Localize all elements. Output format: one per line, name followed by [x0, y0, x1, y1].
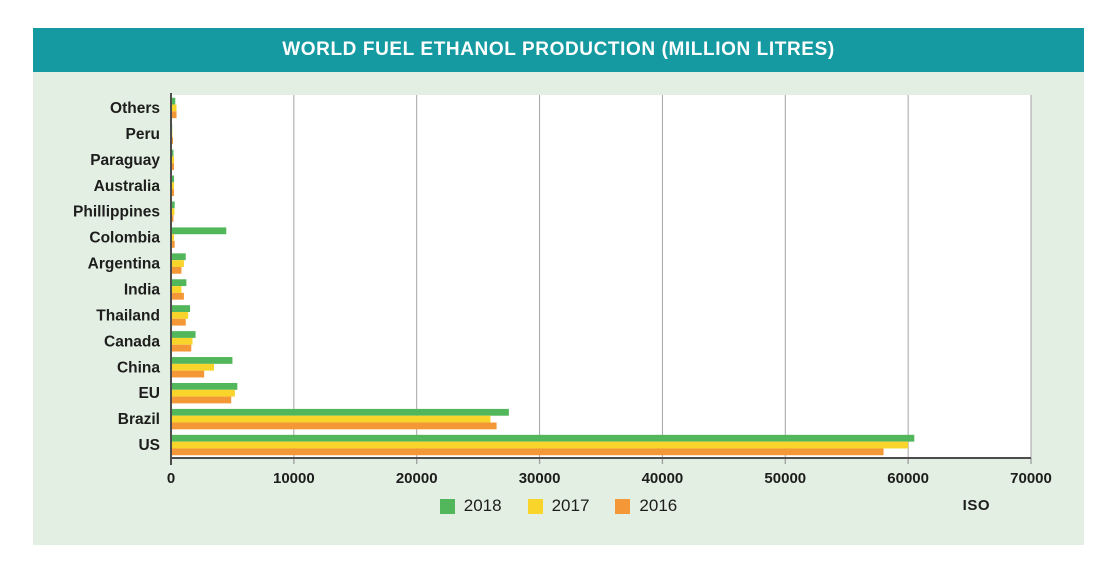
bar-2016-argentina — [171, 266, 182, 274]
bar-2018-paraguay — [171, 149, 174, 157]
x-tick-label: 0 — [167, 470, 175, 487]
bar-2018-canada — [171, 331, 196, 338]
bar-chart: 0 10000 20000 30000 40000 50000 60000 70000 Othe… — [73, 93, 1052, 487]
bar-2016-paraguay — [171, 163, 175, 171]
bar-2017-us — [171, 441, 909, 449]
bar-2016-others — [171, 111, 177, 119]
chart-title-bar: WORLD FUEL ETHANOL PRODUCTION (MILLION L… — [33, 28, 1084, 72]
y-category-label: Canada — [104, 333, 160, 350]
bar-2016-india — [171, 292, 184, 300]
bar-2018-brazil — [171, 408, 509, 416]
bar-2017-australia — [171, 182, 175, 190]
bar-2016-thailand — [171, 318, 186, 326]
bar-2017-colombia — [171, 234, 175, 242]
bar-2017-thailand — [171, 311, 189, 319]
bar-2018-china — [171, 357, 233, 364]
bar-2018-phillippines — [171, 201, 175, 209]
y-category-label: Peru — [126, 126, 160, 143]
bar-2017-china — [171, 363, 214, 371]
bar-2018-us — [171, 434, 915, 442]
x-tick-label: 50000 — [764, 470, 806, 487]
y-category-label: Australia — [94, 178, 161, 195]
y-category-label: EU — [138, 385, 160, 402]
y-category-label: Phillippines — [73, 204, 160, 221]
bar-2017-canada — [171, 337, 193, 345]
y-category-label: India — [124, 281, 161, 298]
y-category-label: Colombia — [89, 230, 160, 247]
x-tick-label: 40000 — [642, 470, 684, 487]
x-tick-label: 20000 — [396, 470, 438, 487]
bar-2018-thailand — [171, 305, 191, 312]
bar-2017-others — [171, 104, 177, 112]
x-tick-label: 60000 — [887, 470, 929, 487]
bar-2018-india — [171, 279, 187, 287]
x-tick-label: 10000 — [273, 470, 315, 487]
bar-2017-phillippines — [171, 208, 175, 216]
y-category-label: US — [138, 437, 160, 454]
y-category-label: Argentina — [88, 256, 161, 273]
chart-legend: 2018 2017 2016 — [33, 496, 1084, 516]
x-tick-label: 30000 — [519, 470, 561, 487]
bar-2016-australia — [171, 189, 175, 196]
legend-swatch-2016 — [615, 498, 631, 514]
bar-2018-australia — [171, 175, 175, 183]
chart-footer: 2018 2017 2016 ISO — [33, 496, 1084, 526]
legend-label-2018: 2018 — [463, 496, 502, 515]
source-label: ISO — [962, 497, 990, 514]
bar-2016-china — [171, 370, 205, 378]
y-category-label: Paraguay — [90, 152, 160, 169]
bar-2017-eu — [171, 389, 235, 397]
bar-2017-paraguay — [171, 156, 175, 164]
y-category-label: Brazil — [118, 411, 160, 428]
bar-2016-eu — [171, 396, 232, 404]
y-category-label: Others — [110, 100, 160, 117]
chart-card: WORLD FUEL ETHANOL PRODUCTION (MILLION L… — [33, 28, 1084, 545]
legend-label-2017: 2017 — [551, 496, 590, 515]
legend-label-2016: 2016 — [639, 496, 678, 515]
x-tick-label: 70000 — [1010, 470, 1052, 487]
legend-swatch-2017 — [527, 498, 543, 514]
legend-swatch-2018 — [439, 498, 455, 514]
bar-2016-canada — [171, 344, 192, 352]
legend-item-2016: 2016 — [615, 496, 677, 516]
bar-2018-colombia — [171, 227, 227, 235]
chart-panel: 0 10000 20000 30000 40000 50000 60000 70000 Othe… — [33, 72, 1084, 545]
bar-2017-brazil — [171, 415, 491, 423]
bar-2016-us — [171, 448, 884, 456]
bar-2016-phillippines — [171, 215, 174, 222]
plot-area — [171, 95, 1031, 458]
y-category-label: China — [117, 359, 160, 376]
legend-item-2017: 2017 — [527, 496, 590, 516]
chart-title: WORLD FUEL ETHANOL PRODUCTION (MILLION L… — [282, 39, 835, 60]
bar-2018-eu — [171, 382, 238, 390]
bar-2018-argentina — [171, 253, 186, 261]
bar-2017-argentina — [171, 260, 184, 267]
bar-2016-brazil — [171, 422, 497, 430]
y-category-label: Thailand — [96, 307, 160, 324]
bar-2017-india — [171, 286, 182, 293]
legend-item-2018: 2018 — [439, 496, 502, 516]
bar-2018-others — [171, 97, 176, 105]
bar-2016-colombia — [171, 241, 175, 248]
